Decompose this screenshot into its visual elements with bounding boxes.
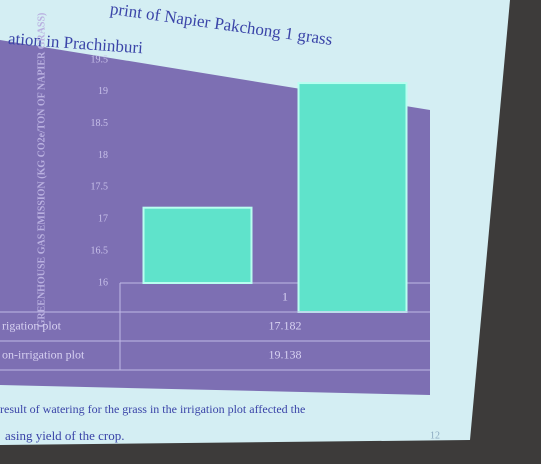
annotation: asing yield of the crop. xyxy=(5,428,125,443)
y-tick-label: 18 xyxy=(98,150,108,161)
bar xyxy=(299,83,407,312)
y-tick-label: 16.5 xyxy=(91,245,109,256)
page-number: 12 xyxy=(430,430,440,441)
table-value: 17.182 xyxy=(269,318,302,332)
y-tick-label: 17.5 xyxy=(91,182,109,193)
y-tick-label: 16 xyxy=(98,277,108,288)
x-tick-label: 1 xyxy=(282,289,288,303)
y-tick-label: 19.5 xyxy=(91,54,109,65)
y-axis-label: GREENHOUSE GAS EMISSION (KG CO2e/TON OF … xyxy=(36,13,47,328)
y-tick-label: 17 xyxy=(98,214,108,225)
chart: print of Napier Pakchong 1 grass ation i… xyxy=(0,0,541,464)
y-tick-label: 19 xyxy=(98,86,108,97)
page: print of Napier Pakchong 1 grass ation i… xyxy=(0,0,541,464)
legend-label: rigation plot xyxy=(2,318,62,332)
y-tick-label: 18.5 xyxy=(91,118,109,129)
bar xyxy=(144,208,252,283)
annotation: result of watering for the grass in the … xyxy=(0,402,305,416)
legend-label: on-irrigation plot xyxy=(2,347,85,361)
table-value: 19.138 xyxy=(269,347,302,361)
